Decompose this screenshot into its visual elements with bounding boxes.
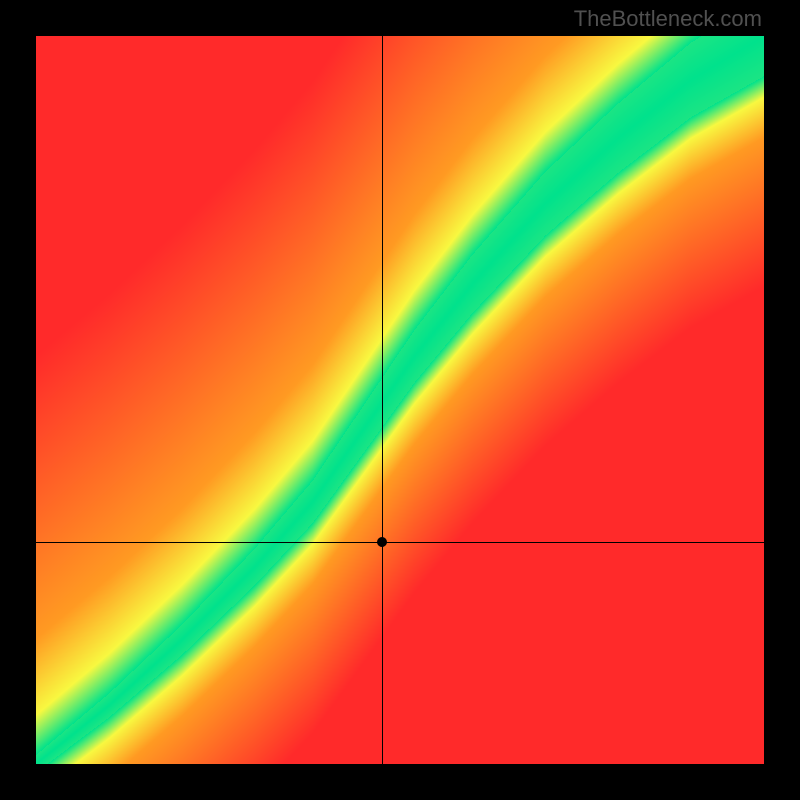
crosshair-vertical	[382, 36, 383, 764]
heatmap-canvas	[36, 36, 764, 764]
crosshair-marker-dot	[377, 537, 387, 547]
watermark-text: TheBottleneck.com	[574, 6, 762, 32]
bottleneck-heatmap	[36, 36, 764, 764]
crosshair-horizontal	[36, 542, 764, 543]
